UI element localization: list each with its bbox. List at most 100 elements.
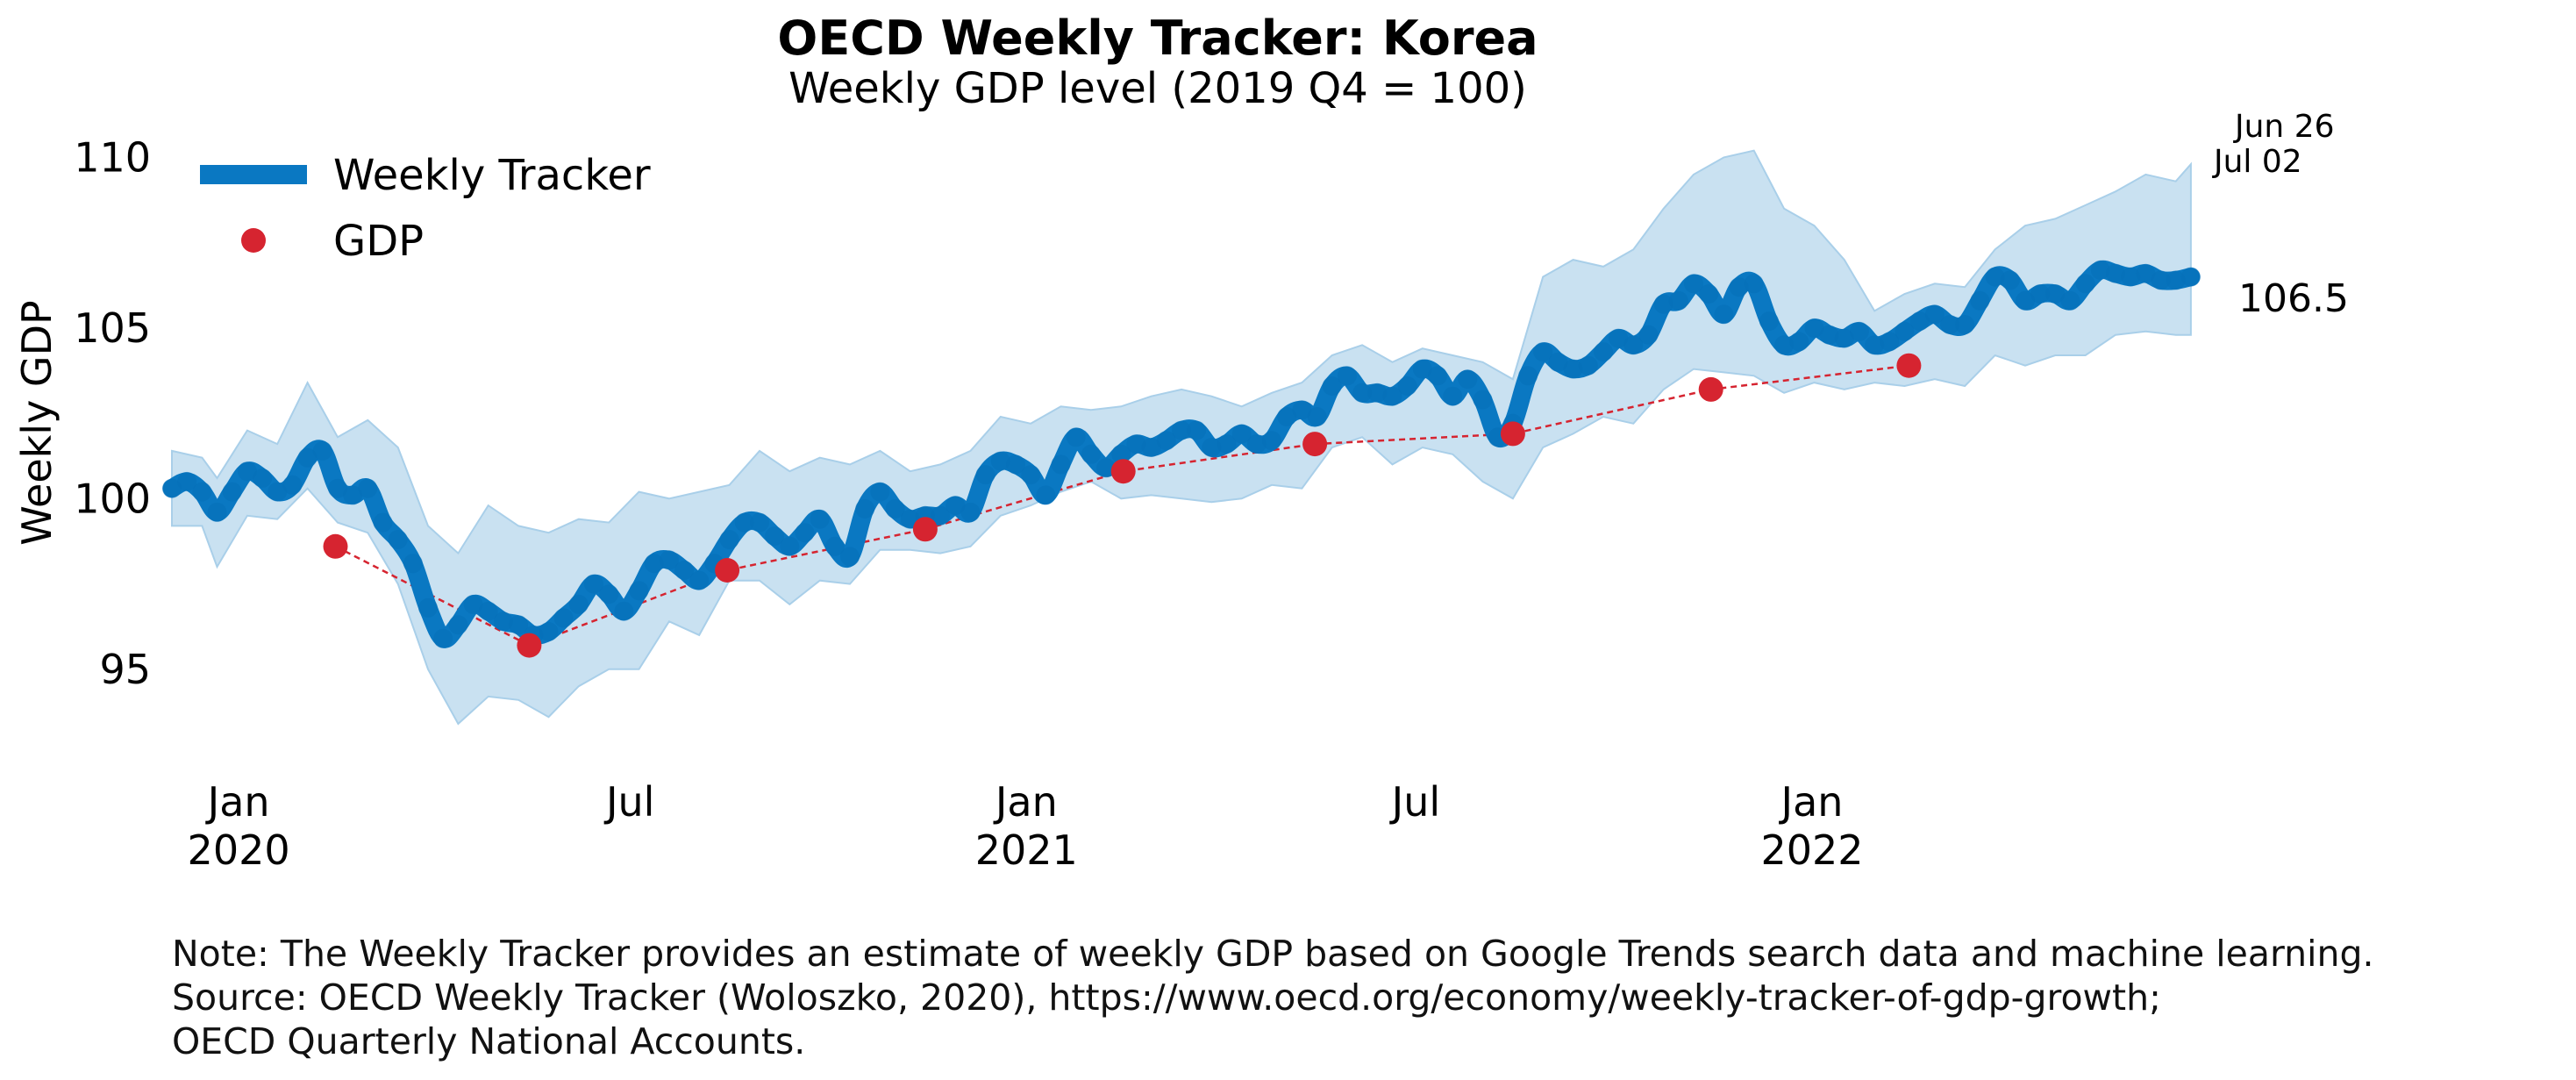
tracker-point (1594, 342, 1613, 362)
tracker-point (1865, 335, 1885, 355)
tracker-point (960, 502, 981, 522)
y-tick-label: 100 (74, 475, 151, 522)
tracker-point (1428, 366, 1447, 386)
tracker-point (1141, 438, 1161, 457)
tracker-point (1458, 369, 1478, 390)
tracker-point (1081, 444, 1101, 464)
x-tick-label: Jul (1389, 778, 1441, 826)
gdp-point (1896, 353, 1922, 378)
tracker-point (659, 550, 679, 570)
legend-tracker-label: Weekly Tracker (333, 151, 651, 200)
tracker-point (2045, 284, 2066, 304)
tracker-point (1970, 290, 1990, 311)
gdp-point (1698, 376, 1723, 402)
tracker-point (1352, 383, 1373, 403)
tracker-point (599, 584, 619, 604)
tracker-point (1307, 407, 1327, 426)
gdp-point (912, 517, 938, 542)
tracker-point (734, 512, 754, 533)
y-ticks-group: 110 105 100 95 (74, 133, 151, 692)
tracker-point (1246, 434, 1267, 454)
tracker-point (1744, 274, 1764, 294)
tracker-point (810, 509, 830, 529)
tracker-point (373, 512, 393, 533)
tracker-point (448, 615, 468, 635)
x-tick-label: Jan (993, 778, 1058, 826)
tracker-point (2136, 263, 2156, 283)
x-tick-year-label: 2021 (975, 826, 1078, 874)
tracker-point (614, 601, 634, 621)
tracker-point (1714, 304, 1734, 325)
chart-title: OECD Weekly Tracker: Korea (777, 11, 1538, 66)
tracker-point (644, 554, 664, 574)
tracker-point (765, 526, 785, 547)
tracker-point (268, 482, 288, 502)
gdp-point (517, 633, 542, 658)
gdp-connector-line (334, 364, 1909, 647)
tracker-point (162, 478, 182, 498)
tracker-point (1202, 438, 1222, 457)
tracker-point (1955, 315, 1975, 334)
y-tick-label: 95 (99, 646, 151, 693)
footnote-line-3: OECD Quarterly National Accounts. (172, 1020, 806, 1062)
tracker-point (282, 475, 303, 495)
tracker-point (1262, 431, 1281, 451)
tracker-point (1774, 335, 1795, 355)
tracker-point (1684, 274, 1703, 294)
tracker-point (358, 478, 378, 498)
y-tick-label: 105 (74, 304, 151, 352)
last-value-label: 106.5 (2238, 276, 2349, 321)
tracker-point (1609, 328, 1629, 348)
tracker-point (2090, 260, 2110, 280)
tracker-point (780, 536, 800, 556)
tracker-point (1518, 366, 1538, 386)
tracker-point (1096, 458, 1117, 478)
tracker-point (1337, 366, 1357, 386)
tracker-point (1940, 315, 1960, 334)
tracker-point (1895, 321, 1915, 341)
x-tick-label: Jan (205, 778, 270, 826)
tracker-point (2166, 270, 2186, 290)
gdp-point (1302, 432, 1328, 457)
tracker-line-group (162, 260, 2201, 648)
tracker-point (1759, 311, 1779, 332)
x-tick-label: Jul (603, 778, 655, 826)
tracker-point (433, 628, 453, 648)
tracker-point (1819, 325, 1839, 345)
x-tick-year-label: 2022 (1760, 826, 1863, 874)
gdp-point (1500, 421, 1525, 447)
tracker-point (945, 496, 966, 516)
tracker-point (343, 485, 363, 505)
tracker-point (840, 547, 860, 567)
tracker-point (1578, 355, 1598, 375)
tracker-point (1909, 311, 1930, 332)
tracker-point (1111, 444, 1131, 464)
tracker-point (1277, 407, 1297, 426)
footnote-line-2: Source: OECD Weekly Tracker (Woloszko, 2… (172, 976, 2161, 1019)
tracker-point (2030, 284, 2051, 304)
tracker-point (1443, 386, 1463, 406)
tracker-point (1156, 431, 1176, 451)
tracker-point (192, 482, 212, 502)
footnote: Note: The Weekly Tracker provides an est… (172, 932, 2374, 1063)
tracker-point (478, 601, 498, 621)
tracker-point (1638, 325, 1659, 345)
tracker-point (2060, 290, 2080, 311)
tracker-point (1533, 342, 1553, 362)
tracker-point (1623, 335, 1644, 355)
tracker-point (237, 461, 257, 482)
tracker-point (253, 468, 273, 488)
tracker-point (1563, 359, 1583, 379)
tracker-point (1051, 454, 1071, 475)
gdp-points-group (323, 353, 1922, 658)
tracker-point (1789, 332, 1809, 352)
tracker-point (931, 505, 951, 526)
tracker-point (885, 499, 905, 519)
tracker-point (1729, 277, 1749, 297)
tracker-point (328, 478, 347, 498)
tracker-point (388, 530, 408, 549)
tracker-point (2000, 270, 2020, 290)
tracker-point (312, 440, 332, 461)
